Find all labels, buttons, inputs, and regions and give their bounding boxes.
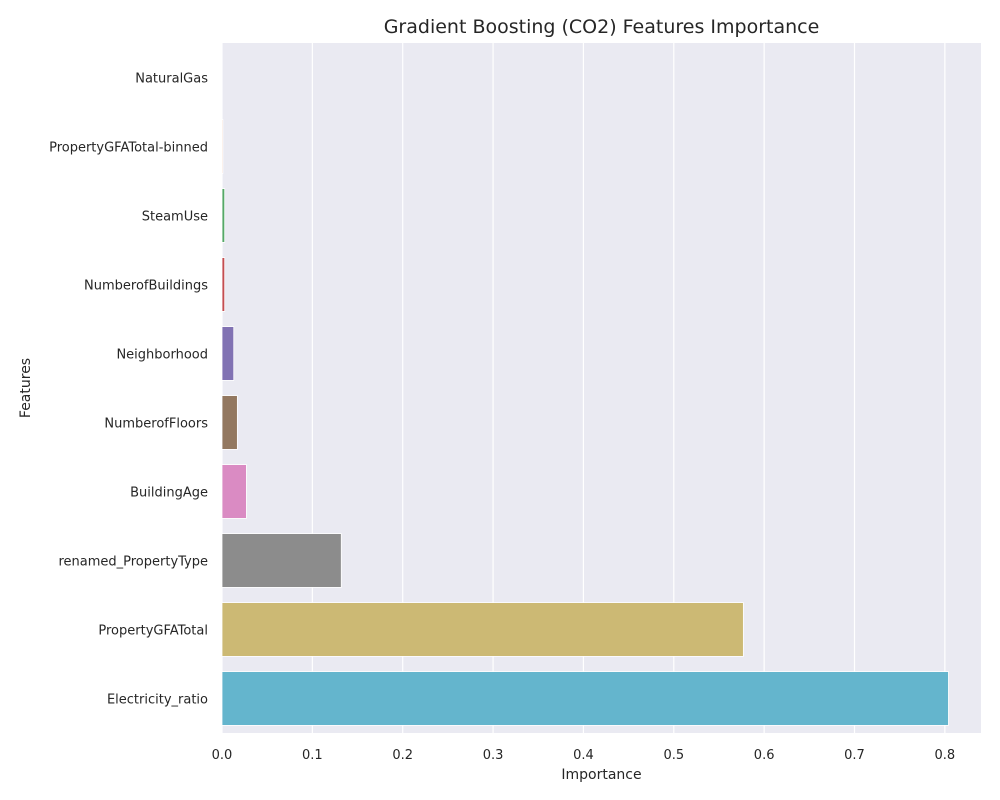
x-tick-label: 0.3 — [483, 748, 504, 763]
bars — [221, 119, 949, 726]
y-axis-title: Features — [18, 358, 34, 418]
y-tick-label: NumberofBuildings — [84, 279, 208, 294]
y-tick-label: PropertyGFATotal-binned — [49, 141, 208, 156]
x-tick-label: 0.1 — [302, 748, 323, 763]
bar — [221, 533, 342, 588]
y-tick-label: NaturalGas — [135, 72, 208, 87]
y-tick-label: BuildingAge — [130, 486, 208, 501]
x-axis-title: Importance — [561, 767, 641, 783]
y-tick-label: NumberofFloors — [104, 417, 208, 432]
bar — [221, 671, 949, 726]
x-tick-label: 0.5 — [663, 748, 684, 763]
x-tick-label: 0.7 — [844, 748, 865, 763]
bar — [221, 602, 744, 657]
y-tick-label: PropertyGFATotal — [98, 624, 208, 639]
x-tick-label: 0.4 — [573, 748, 594, 763]
x-tick-label: 0.2 — [392, 748, 413, 763]
bar — [221, 257, 226, 312]
bar — [221, 395, 238, 450]
bar — [221, 119, 224, 174]
bar — [221, 326, 235, 381]
y-tick-label: SteamUse — [142, 210, 208, 225]
y-tick-label: Neighborhood — [116, 348, 208, 363]
y-tick-label: Electricity_ratio — [107, 693, 208, 708]
bar — [221, 188, 226, 243]
x-tick-label: 0.0 — [212, 748, 233, 763]
bar — [221, 464, 247, 519]
chart-title: Gradient Boosting (CO2) Features Importa… — [384, 16, 820, 38]
y-tick-labels: NaturalGas PropertyGFATotal-binned SteamUs… — [49, 72, 208, 708]
x-tick-label: 0.6 — [754, 748, 775, 763]
y-tick-label: renamed_PropertyType — [58, 555, 208, 570]
x-tick-labels: 0.0 0.1 0.2 0.3 0.4 0.5 0.6 0.7 0.8 — [212, 748, 956, 763]
x-tick-label: 0.8 — [935, 748, 956, 763]
